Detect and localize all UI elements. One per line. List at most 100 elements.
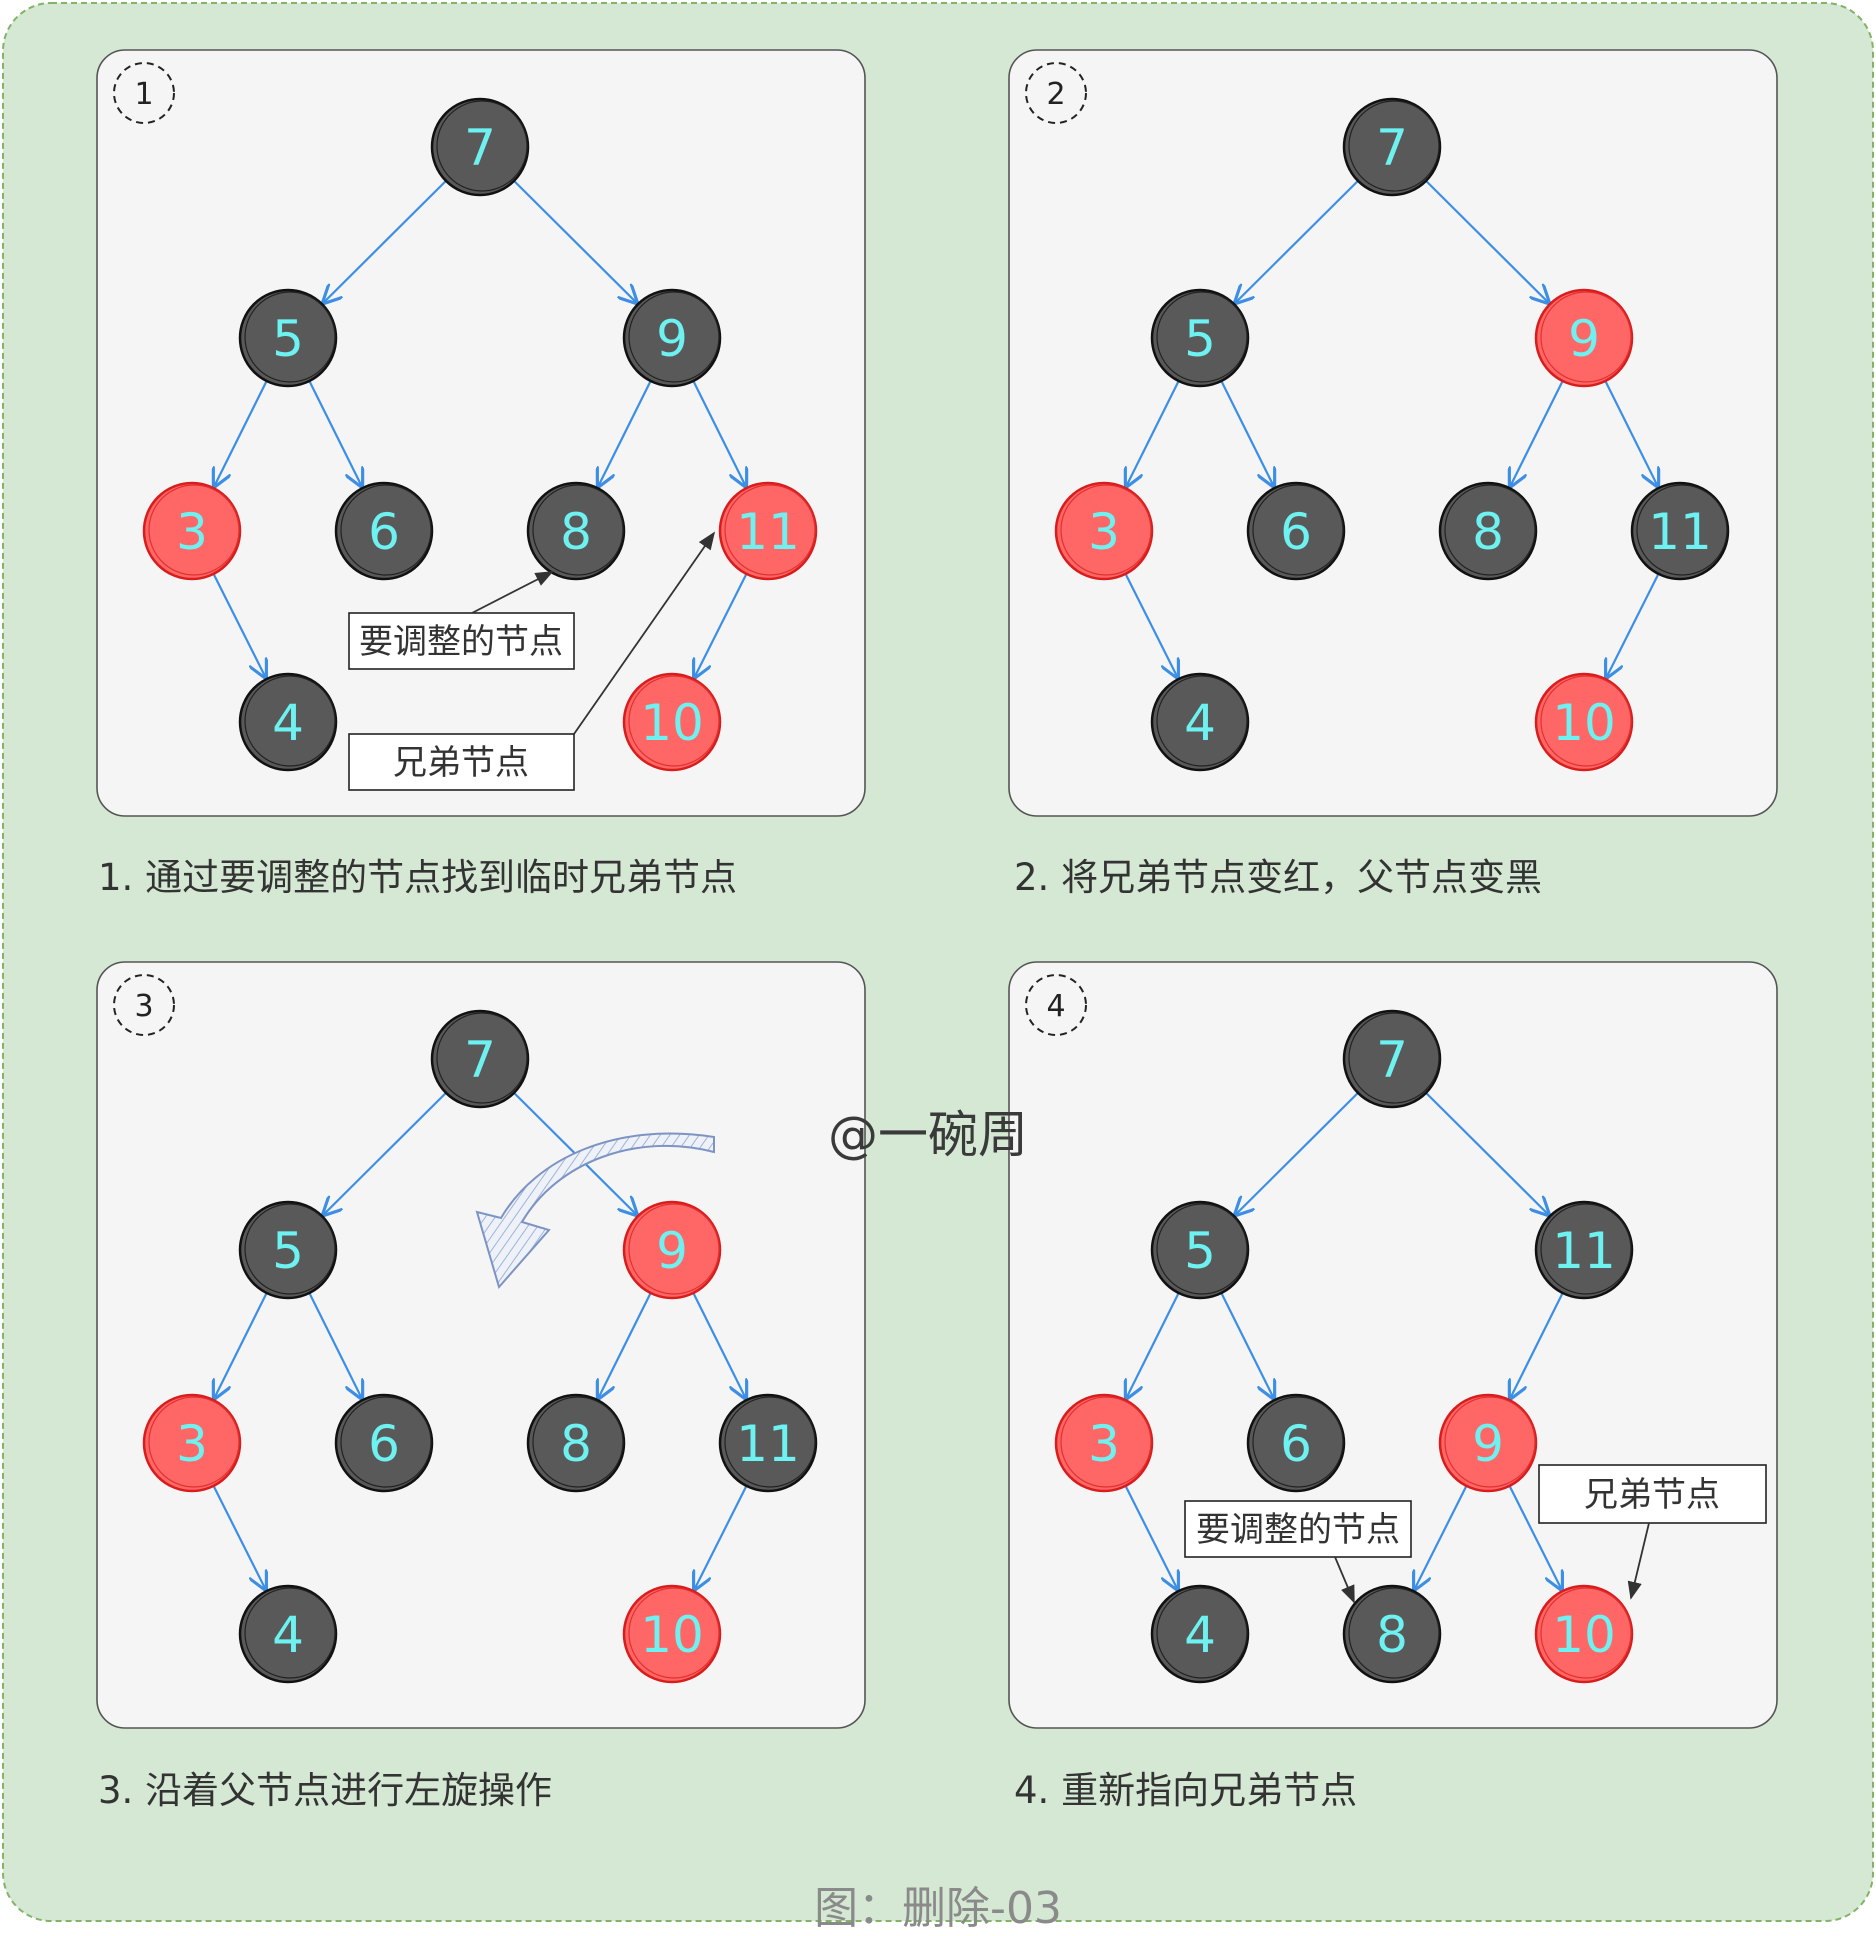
tree-node-6: 6	[1246, 1393, 1346, 1493]
node-sketch-ring	[244, 291, 336, 383]
edge-n7-n5	[1235, 180, 1359, 303]
tree-node-11: 11	[718, 481, 818, 581]
tree-node-8: 8	[1438, 481, 1538, 581]
node-circle	[1438, 1393, 1538, 1493]
caption-step-3: 3. 沿着父节点进行左旋操作	[98, 1769, 553, 1812]
tree-node-8: 8	[1342, 1584, 1442, 1684]
edges	[1124, 180, 1660, 677]
node-circle	[622, 1200, 722, 1300]
node-label: 11	[736, 1415, 800, 1473]
tree-node-3: 3	[142, 481, 242, 581]
tree-node-10: 10	[622, 1584, 722, 1684]
node-sketch-ring	[148, 484, 240, 576]
tree-node-4: 4	[1150, 672, 1250, 772]
panel-step-2: 2 7 5 9 3 6 8 11 4 10	[1008, 49, 1778, 817]
node-label: 5	[1184, 1222, 1216, 1280]
tree-node-3: 3	[142, 1393, 242, 1493]
node-label: 5	[272, 1222, 304, 1280]
edge-n7-n5	[1235, 1092, 1359, 1215]
step-badge-circle	[1025, 974, 1087, 1036]
node-label: 5	[272, 310, 304, 368]
edge-n11-n10	[694, 1485, 748, 1589]
callout-label: 要调整的节点	[1196, 1510, 1400, 1550]
node-sketch-ring	[1540, 291, 1632, 383]
tree-node-8: 8	[526, 1393, 626, 1493]
tree-node-7: 7	[1342, 1009, 1442, 1109]
callout-n10: 兄弟节点	[1538, 1464, 1767, 1600]
node-label: 3	[176, 1415, 208, 1473]
node-circle	[526, 1393, 626, 1493]
node-circle	[334, 1393, 434, 1493]
node-sketch-ring	[1444, 1396, 1536, 1488]
tree-node-5: 5	[238, 1200, 338, 1300]
node-sketch-ring	[724, 484, 816, 576]
node-sketch-ring	[1348, 1012, 1440, 1104]
tree-node-11: 11	[1534, 1200, 1634, 1300]
node-label: 3	[1088, 1415, 1120, 1473]
node-circle	[622, 672, 722, 772]
node-circle	[334, 481, 434, 581]
node-label: 11	[1552, 1222, 1616, 1280]
tree-node-8: 8	[526, 481, 626, 581]
node-circle	[1342, 1584, 1442, 1684]
edge-n5-n6	[308, 1292, 361, 1398]
node-circle	[238, 1200, 338, 1300]
node-label: 3	[176, 503, 208, 561]
node-label: 9	[656, 1222, 688, 1280]
node-label: 8	[560, 503, 592, 561]
edge-n5-n3	[214, 380, 268, 486]
node-circle	[1246, 481, 1346, 581]
edge-n11-n10	[694, 573, 748, 677]
node-sketch-ring	[628, 291, 720, 383]
node-circle	[1534, 1200, 1634, 1300]
node-circle	[1150, 1200, 1250, 1300]
node-sketch-ring	[340, 484, 432, 576]
node-sketch-ring	[1252, 484, 1344, 576]
node-label: 4	[272, 1606, 304, 1664]
edge-n7-n9	[1425, 180, 1549, 303]
node-label: 9	[1568, 310, 1600, 368]
callout-n8: 要调整的节点	[348, 571, 575, 670]
node-label: 10	[640, 1606, 704, 1664]
node-circle	[1150, 288, 1250, 388]
edge-n7-n11	[1425, 1092, 1549, 1215]
tree-node-10: 10	[622, 672, 722, 772]
node-label: 10	[1552, 1606, 1616, 1664]
edge-n11-n10	[1606, 573, 1660, 677]
edge-n11-n9	[1510, 1292, 1564, 1398]
rotate-left-arrow-icon	[475, 1132, 715, 1290]
node-circle	[1630, 481, 1730, 581]
callout-label: 要调整的节点	[359, 622, 563, 662]
node-circle	[1342, 97, 1442, 197]
nodes: 7 5 9 3 6 8 11 4 10	[1054, 97, 1730, 772]
edge-n3-n4	[212, 1485, 266, 1589]
callout-n8: 要调整的节点	[1184, 1500, 1412, 1604]
tree-node-6: 6	[334, 481, 434, 581]
node-sketch-ring	[244, 1203, 336, 1295]
step-badge: 2	[1025, 62, 1087, 124]
callout-label: 兄弟节点	[1584, 1475, 1720, 1515]
step-badge-circle	[1025, 62, 1087, 124]
callout-pointer	[471, 571, 554, 614]
tree-node-7: 7	[430, 97, 530, 197]
node-circle	[1150, 672, 1250, 772]
node-label: 9	[1472, 1415, 1504, 1473]
node-label: 8	[560, 1415, 592, 1473]
tree-node-11: 11	[1630, 481, 1730, 581]
node-label: 4	[1184, 1606, 1216, 1664]
node-circle	[1054, 481, 1154, 581]
node-circle	[1534, 1584, 1634, 1684]
node-label: 6	[1280, 1415, 1312, 1473]
edge-n7-n5	[323, 1092, 447, 1215]
node-label: 5	[1184, 310, 1216, 368]
node-circle	[718, 1393, 818, 1493]
edge-n5-n6	[1220, 380, 1273, 486]
edge-n7-n5	[323, 180, 447, 303]
edge-n3-n4	[1124, 573, 1178, 677]
step-badge-label: 2	[1046, 77, 1065, 112]
tree-node-10: 10	[1534, 672, 1634, 772]
node-circle	[238, 672, 338, 772]
tree-node-5: 5	[1150, 288, 1250, 388]
